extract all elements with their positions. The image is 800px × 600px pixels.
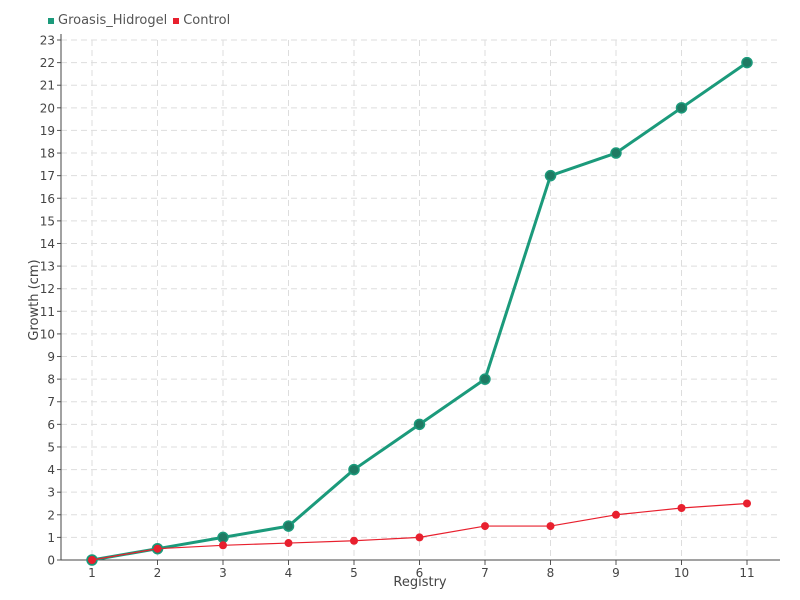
x-tick-label: 7 <box>481 566 489 580</box>
y-tick-label: 0 <box>47 554 55 568</box>
x-tick-labels: 1 2 3 4 5 6 7 8 9 10 11 <box>88 566 754 580</box>
data-point[interactable] <box>282 520 295 532</box>
x-tick-label: 1 <box>88 566 96 580</box>
y-tick-label: 9 <box>47 350 55 364</box>
data-point[interactable] <box>546 522 555 531</box>
x-tick-label: 2 <box>154 566 162 580</box>
grid <box>61 39 780 560</box>
x-tick-label: 5 <box>350 566 358 580</box>
y-tick-label: 2 <box>47 508 55 522</box>
x-axis-label: Registry <box>393 575 447 590</box>
y-tick-label: 14 <box>40 237 55 251</box>
data-point[interactable] <box>217 531 229 544</box>
legend: Groasis_Hidrogel Control <box>48 13 236 28</box>
x-tick-label: 6 <box>416 566 424 580</box>
y-tick-label: 16 <box>40 192 55 206</box>
legend-label-groasis: Groasis_Hidrogel <box>58 13 168 28</box>
data-point[interactable] <box>741 56 753 69</box>
y-tick-label: 22 <box>40 56 55 70</box>
y-tick-label: 4 <box>47 463 55 477</box>
legend-label-control: Control <box>183 13 231 28</box>
y-tick-label: 7 <box>47 395 55 409</box>
y-tick-label: 5 <box>47 440 55 454</box>
data-point[interactable] <box>219 541 227 550</box>
y-tick-label: 6 <box>47 418 55 432</box>
legend-item-groasis[interactable]: Groasis_Hidrogel <box>48 13 167 28</box>
data-point[interactable] <box>481 522 489 531</box>
data-point[interactable] <box>413 418 426 431</box>
y-tick-label: 13 <box>40 260 55 274</box>
data-point[interactable] <box>350 536 358 545</box>
data-point[interactable] <box>153 544 162 553</box>
y-tick-label: 20 <box>40 101 55 115</box>
x-tick-label: 11 <box>739 566 754 580</box>
data-point[interactable] <box>284 539 293 548</box>
y-tick-label: 19 <box>40 124 55 138</box>
data-point[interactable] <box>677 504 686 512</box>
y-axis-label: Growth (cm) <box>27 259 42 340</box>
x-tick-label: 3 <box>219 566 227 580</box>
data-point[interactable] <box>415 533 424 542</box>
data-point[interactable] <box>610 147 622 159</box>
y-tick-label: 23 <box>40 34 55 48</box>
y-tick-label: 15 <box>40 214 55 228</box>
legend-swatch-groasis <box>48 17 54 24</box>
legend-item-control[interactable]: Control <box>173 13 230 28</box>
y-tick-label: 18 <box>40 147 55 161</box>
series-1 <box>88 499 751 564</box>
legend-swatch-control <box>173 17 180 24</box>
y-tick-label: 8 <box>47 373 55 387</box>
data-point[interactable] <box>348 463 360 476</box>
x-tick-label: 10 <box>674 566 689 580</box>
series-layer <box>86 56 753 566</box>
y-tick-label: 21 <box>40 79 55 93</box>
y-tick-label: 12 <box>40 282 55 296</box>
data-point[interactable] <box>88 556 96 564</box>
y-tick-label: 11 <box>40 305 55 319</box>
y-tick-label: 3 <box>47 486 55 500</box>
axes <box>57 34 780 565</box>
y-tick-label: 10 <box>40 327 55 341</box>
y-tick-label: 1 <box>47 531 55 545</box>
y-tick-label: 17 <box>40 169 55 183</box>
x-tick-label: 8 <box>547 566 555 580</box>
data-point[interactable] <box>675 102 688 114</box>
data-point[interactable] <box>743 499 751 508</box>
data-point[interactable] <box>612 510 620 519</box>
data-point[interactable] <box>479 373 491 385</box>
x-tick-label: 4 <box>285 566 293 580</box>
data-point[interactable] <box>544 169 557 182</box>
x-tick-label: 9 <box>612 566 620 580</box>
